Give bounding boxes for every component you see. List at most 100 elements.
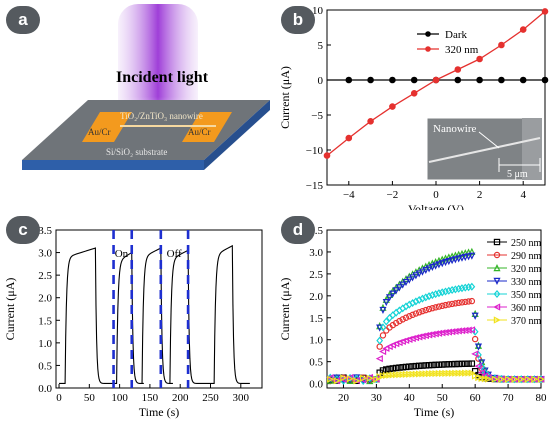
x-tick-label: 100 — [111, 392, 128, 404]
data-point — [462, 369, 470, 377]
device-schematic: Incident light TiO₂/ZnTiO₃ nanowire Au/C… — [22, 4, 270, 170]
data-point — [468, 247, 476, 255]
data-point — [412, 310, 420, 317]
data-point — [471, 327, 479, 336]
data-point — [339, 375, 347, 384]
y-tick-label: −10 — [306, 145, 324, 157]
y-tick-label: −15 — [306, 180, 324, 192]
data-point — [481, 375, 489, 383]
plot-frame — [326, 229, 542, 389]
data-point — [396, 364, 403, 371]
panel-label-b: b — [281, 6, 315, 34]
data-point — [475, 350, 482, 359]
data-point — [379, 306, 387, 314]
data-point — [468, 297, 476, 305]
data-point — [418, 268, 427, 276]
data-point — [396, 371, 404, 379]
data-point — [345, 76, 353, 84]
data-point — [452, 360, 459, 368]
data-point — [475, 355, 482, 362]
data-point — [412, 370, 420, 378]
legend-label: 360 nm — [511, 303, 542, 314]
panel-c: 0 50 100 150 200 250 300 0.0 0.5 1.0 1.5 2.0 2.5 3.0 3… — [0, 212, 275, 431]
data-point — [340, 374, 348, 382]
data-point — [419, 362, 426, 369]
data-point — [389, 365, 397, 372]
data-point — [519, 26, 527, 33]
y-tick-label: 3.0 — [38, 248, 52, 260]
data-point — [373, 375, 381, 383]
iv-chart: −4 −2 0 2 4 −15 −10 −5 0 5 10 Voltage (V) Current (μ… — [278, 5, 549, 216]
data-point — [455, 299, 462, 307]
data-point — [386, 371, 394, 379]
data-point — [376, 373, 384, 381]
legend-marker — [493, 238, 501, 246]
data-point — [471, 372, 480, 380]
data-point — [392, 371, 401, 379]
x-tick-label: 50 — [437, 392, 449, 404]
data-point — [379, 367, 387, 374]
data-point — [376, 336, 384, 345]
legend-marker — [493, 316, 501, 324]
data-point — [435, 289, 443, 298]
y-tick-label: 2.5 — [309, 269, 323, 281]
data-point — [333, 377, 341, 385]
y-tick-label: 2.5 — [38, 270, 52, 282]
electrode-left — [82, 112, 132, 142]
data-point — [439, 302, 446, 310]
data-point — [409, 370, 417, 378]
data-point — [442, 287, 449, 296]
data-point — [441, 259, 450, 267]
y-tick-label: 0.5 — [38, 360, 52, 372]
data-point — [524, 375, 532, 383]
x-tick-label: 20 — [338, 392, 350, 404]
panel-d: 20 30 40 50 60 70 80 0.0 0.5 1.0 1.5 2.0 2.5 3.0 3.5 Ti… — [275, 212, 550, 431]
y-tick-label: 5 — [318, 40, 324, 52]
data-point — [462, 360, 469, 367]
electrode-right-label: Au/Cr — [188, 127, 211, 137]
data-point — [410, 90, 418, 97]
data-point — [438, 260, 446, 268]
x-tick-label: 150 — [142, 392, 159, 404]
data-point — [498, 41, 505, 49]
data-point — [445, 369, 453, 377]
data-point — [471, 335, 479, 343]
data-point — [541, 76, 549, 84]
data-point — [491, 375, 499, 383]
data-point — [412, 362, 420, 370]
data-point — [511, 375, 519, 383]
data-point — [359, 376, 367, 384]
legend-label: 370 nm — [511, 316, 542, 327]
data-point — [432, 262, 440, 270]
data-point — [386, 365, 393, 373]
x-tick-label: 30 — [371, 392, 383, 404]
x-tick-label: 60 — [470, 392, 482, 404]
data-point — [382, 344, 390, 352]
data-point — [402, 370, 410, 378]
data-point — [471, 367, 479, 375]
spectral-response-chart: 20 30 40 50 60 70 800.00.51.01.52.02.53.03.5Ti… — [278, 225, 547, 419]
data-point — [422, 370, 430, 378]
y-tick-label: 0.5 — [309, 357, 323, 369]
data-point — [465, 360, 472, 367]
data-point — [405, 276, 413, 284]
y-tick-label: 2.0 — [309, 291, 323, 303]
data-point — [432, 304, 439, 311]
data-point — [467, 326, 476, 334]
data-point — [432, 290, 440, 299]
data-point — [419, 294, 426, 303]
data-point — [498, 76, 505, 84]
data-point — [451, 256, 459, 264]
switching-curve — [59, 244, 250, 385]
data-point — [409, 363, 416, 370]
data-point — [425, 292, 433, 301]
x-tick-label: 300 — [233, 392, 250, 404]
data-point — [366, 374, 374, 382]
data-point — [419, 370, 427, 378]
data-point — [465, 298, 472, 305]
data-point — [468, 282, 476, 291]
data-point — [474, 362, 482, 370]
data-point — [468, 369, 476, 377]
data-point — [518, 375, 526, 383]
data-point — [454, 66, 462, 73]
